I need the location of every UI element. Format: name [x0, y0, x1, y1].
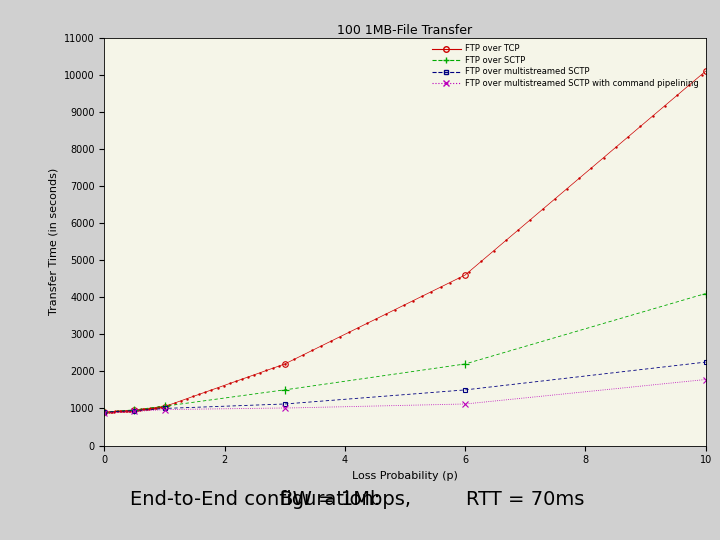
Title: 100 1MB-File Transfer: 100 1MB-File Transfer: [338, 24, 472, 37]
Legend: FTP over TCP, FTP over SCTP, FTP over multistreamed SCTP, FTP over multistreamed: FTP over TCP, FTP over SCTP, FTP over mu…: [429, 42, 701, 91]
Text: End-to-End configuration:: End-to-End configuration:: [130, 490, 380, 509]
X-axis label: Loss Probability (p): Loss Probability (p): [352, 471, 458, 481]
Text: BW = 1Mbps,: BW = 1Mbps,: [280, 490, 411, 509]
Text: RTT = 70ms: RTT = 70ms: [467, 490, 585, 509]
Y-axis label: Transfer Time (in seconds): Transfer Time (in seconds): [48, 168, 58, 315]
